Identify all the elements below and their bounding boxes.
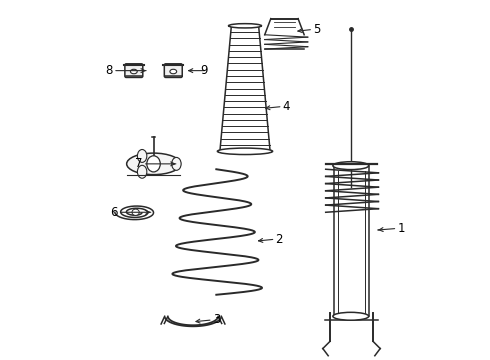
Text: 5: 5 bbox=[313, 23, 320, 36]
Ellipse shape bbox=[218, 148, 272, 154]
Text: 1: 1 bbox=[397, 222, 405, 235]
Text: 4: 4 bbox=[283, 100, 290, 113]
Ellipse shape bbox=[170, 69, 177, 74]
Ellipse shape bbox=[126, 153, 180, 175]
Ellipse shape bbox=[333, 162, 368, 170]
Text: 8: 8 bbox=[106, 64, 113, 77]
Ellipse shape bbox=[228, 24, 262, 28]
Ellipse shape bbox=[132, 209, 139, 215]
Text: 9: 9 bbox=[200, 64, 207, 77]
Ellipse shape bbox=[130, 69, 137, 74]
Text: 6: 6 bbox=[110, 206, 118, 219]
Ellipse shape bbox=[137, 165, 147, 178]
Text: 2: 2 bbox=[275, 233, 283, 246]
Text: 3: 3 bbox=[213, 313, 220, 327]
Ellipse shape bbox=[137, 149, 147, 162]
Ellipse shape bbox=[147, 156, 160, 172]
Ellipse shape bbox=[333, 312, 368, 320]
FancyBboxPatch shape bbox=[125, 64, 143, 77]
FancyBboxPatch shape bbox=[164, 64, 182, 77]
Ellipse shape bbox=[172, 157, 181, 170]
Text: 7: 7 bbox=[135, 157, 143, 170]
